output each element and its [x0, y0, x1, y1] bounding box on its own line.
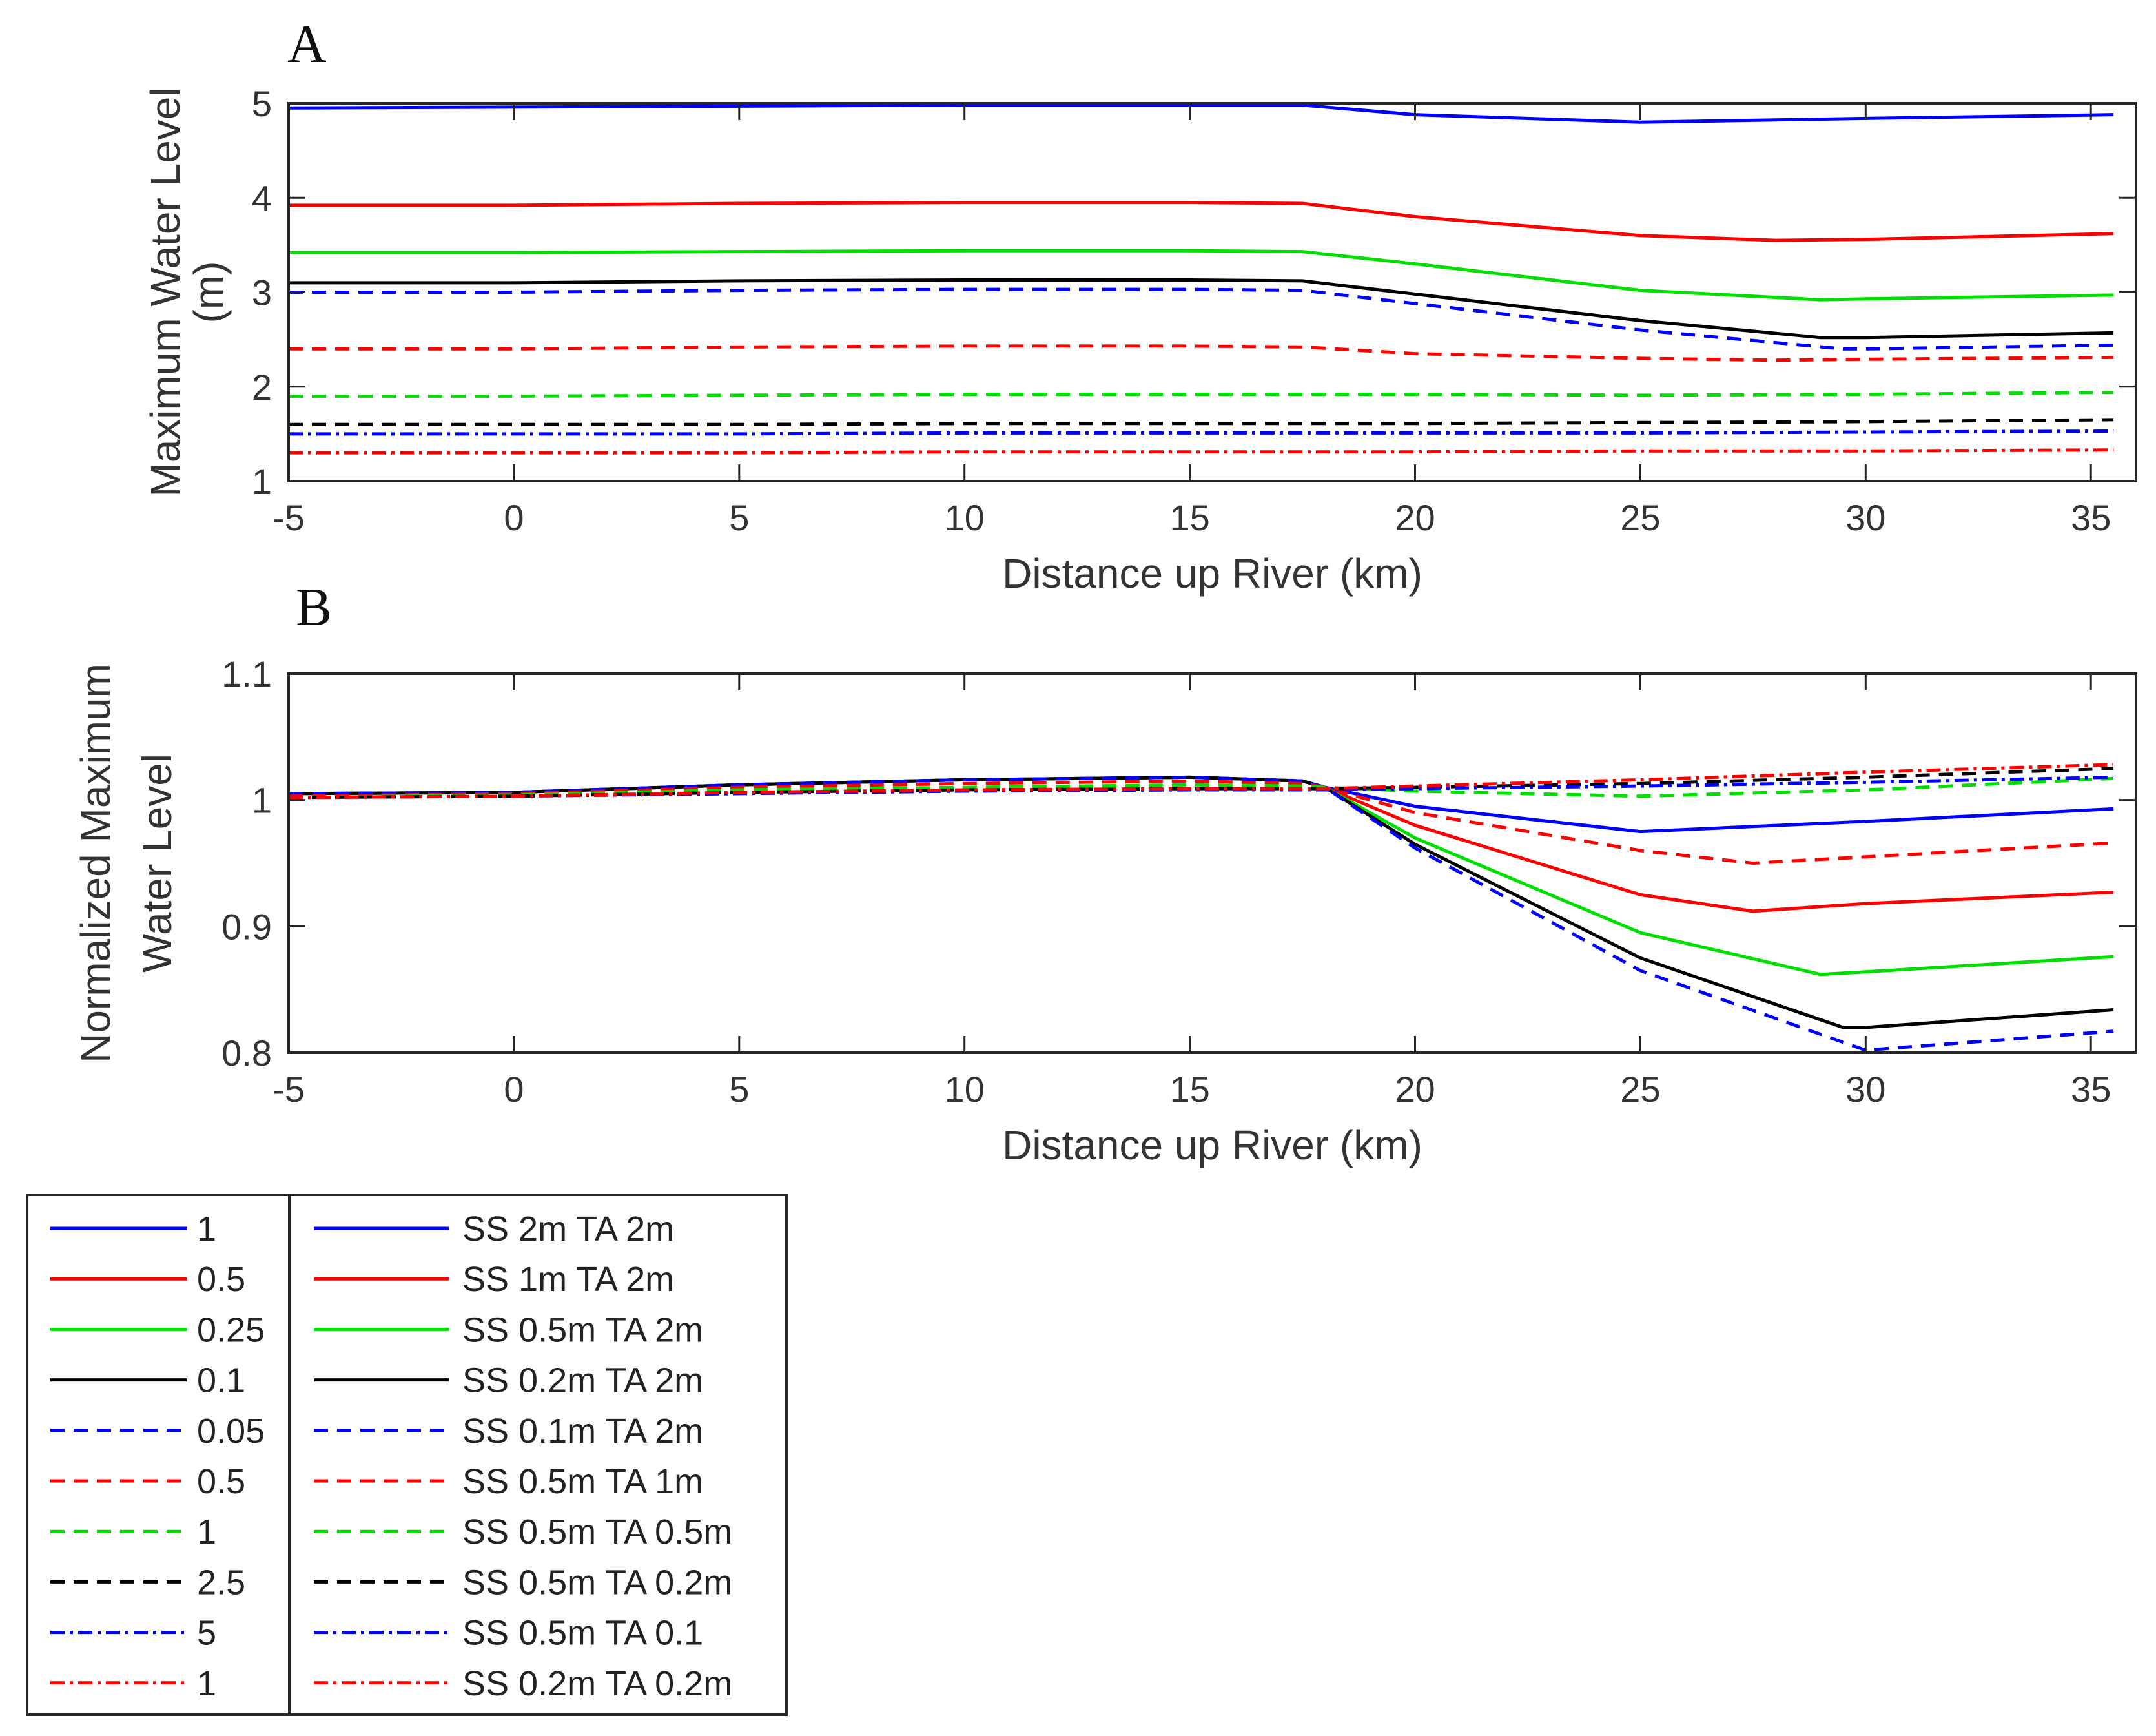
series-line-9 [289, 429, 2114, 436]
x-tick-label: 20 [1395, 1069, 1435, 1110]
series-line-10 [289, 448, 2114, 455]
panel-b-chart: -5 0 5 10 15 20 25 30 35 0.8 0.9 1 1.1 Distance up Ri… [72, 654, 2137, 1168]
series-line-7 [289, 391, 2114, 398]
legend-col2-label: SS 0.2m TA 2m [462, 1361, 703, 1400]
legend: 1 0.5 0.25 0.1 0.05 0.5 1 2.5 5 1 SS 2m TA 2m SS 1m… [26, 1194, 788, 1716]
y-tick-label: 0.8 [221, 1033, 272, 1073]
legend-col1-label: 0.1 [197, 1361, 245, 1400]
x-tick-label: 0 [504, 1069, 524, 1110]
x-tick-label: 10 [945, 497, 985, 538]
axes-box [287, 672, 2137, 1054]
x-tick-label: 20 [1395, 497, 1435, 538]
legend-col1-label: 1 [197, 1513, 216, 1551]
legend-col1-label: 5 [197, 1614, 216, 1653]
y-axis-label-line: Maximum Water Level [142, 87, 189, 497]
x-tick-label: 5 [729, 1069, 749, 1110]
legend-col1-label: 0.05 [197, 1412, 265, 1451]
legend-col2-label: SS 0.5m TA 0.2m [462, 1563, 732, 1602]
x-tick-label: 15 [1169, 497, 1209, 538]
x-tick-label: 0 [504, 497, 524, 538]
x-tick-label: 35 [2071, 1069, 2111, 1110]
legend-col2-label: SS 0.5m TA 1m [462, 1462, 703, 1501]
legend-col1-label: 0.25 [197, 1310, 265, 1349]
series-line-3 [289, 249, 2114, 302]
y-axis-label-line: Water Level [134, 754, 180, 973]
x-tick-label: 25 [1620, 1069, 1660, 1110]
y-tick-label: 1 [252, 461, 272, 502]
legend-col1-label: 0.5 [197, 1260, 245, 1299]
series-group [289, 763, 2114, 1052]
legend-col1-label: 1 [197, 1210, 216, 1248]
x-tick-label: 30 [1845, 497, 1885, 538]
plot-area [289, 103, 2136, 481]
y-tick-label: 4 [252, 178, 272, 218]
x-axis-label: Distance up River (km) [1002, 550, 1422, 597]
x-tick-label: 15 [1169, 1069, 1209, 1110]
y-tick-label: 2 [252, 367, 272, 408]
y-tick-label: 1 [252, 780, 272, 821]
x-tick-label: 5 [729, 497, 749, 538]
y-tick-label: 3 [252, 273, 272, 313]
series-line-1 [289, 103, 2114, 124]
series-line-5 [289, 775, 2114, 1052]
series-line-10 [289, 763, 2114, 800]
panel-a-chart: -5 0 5 10 15 20 25 30 35 1 2 3 4 5 Distance up River (… [142, 83, 2137, 597]
y-axis-label-line: (m) [185, 262, 232, 324]
panel-b-letter: B [296, 577, 332, 637]
legend-col2-label: SS 2m TA 2m [462, 1210, 674, 1248]
series-line-9 [289, 775, 2114, 800]
x-tick-label: 10 [945, 1069, 985, 1110]
legend-col1-label: 0.5 [197, 1462, 245, 1501]
legend-col2-label: SS 1m TA 2m [462, 1260, 674, 1299]
y-tick-label: 5 [252, 83, 272, 124]
legend-col1-label: 1 [197, 1664, 216, 1703]
x-tick-label: 25 [1620, 497, 1660, 538]
x-tick-label: 35 [2071, 497, 2111, 538]
legend-col1-label: 2.5 [197, 1563, 245, 1602]
plot-area [289, 674, 2136, 1053]
y-tick-label: 1.1 [221, 654, 272, 694]
series-line-5 [289, 287, 2114, 351]
legend-col2-label: SS 0.1m TA 2m [462, 1412, 703, 1451]
y-axis-label-line: Normalized Maximum [72, 663, 119, 1063]
y-tick-label: 0.9 [221, 906, 272, 947]
legend-col2-label: SS 0.5m TA 0.1 [462, 1614, 703, 1653]
legend-col2-label: SS 0.5m TA 2m [462, 1310, 703, 1349]
legend-col2-label: SS 0.5m TA 0.5m [462, 1513, 732, 1551]
series-line-6 [289, 344, 2114, 362]
x-tick-label: -5 [272, 1069, 305, 1110]
x-tick-label: -5 [272, 497, 305, 538]
series-line-4 [289, 278, 2114, 340]
series-line-8 [289, 418, 2114, 426]
series-line-2 [289, 201, 2114, 242]
series-group [289, 103, 2114, 455]
x-tick-label: 30 [1845, 1069, 1885, 1110]
series-line-8 [289, 767, 2114, 800]
x-axis-label: Distance up River (km) [1002, 1122, 1422, 1168]
legend-box [26, 1194, 788, 1716]
panel-a-letter: A [287, 14, 327, 74]
series-line-7 [289, 776, 2114, 800]
legend-col2-label: SS 0.2m TA 0.2m [462, 1664, 732, 1703]
